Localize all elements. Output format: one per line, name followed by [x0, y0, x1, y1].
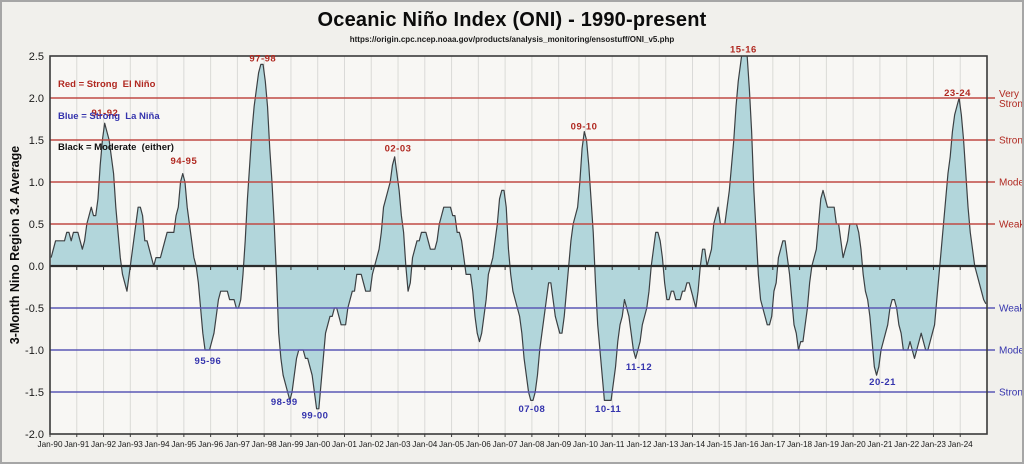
y-tick-label: 1.0 [29, 177, 44, 189]
event-annotation: 09-10 [571, 122, 598, 133]
chart-subtitle-url: https://origin.cpc.ncep.noaa.gov/product… [349, 35, 675, 44]
legend-el-nino: Red = Strong El Niño [58, 79, 156, 90]
x-tick-label: Jan-04 [412, 440, 437, 449]
x-tick-label: Jan-22 [894, 440, 919, 449]
x-tick-label: Jan-01 [332, 440, 357, 449]
y-tick-label: -0.5 [25, 303, 44, 315]
x-tick-label: Jan-18 [787, 440, 812, 449]
event-annotation: 11-12 [626, 362, 652, 373]
x-tick-label: Jan-20 [841, 440, 866, 449]
right-label: VeryStrong [999, 89, 1024, 110]
x-tick-label: Jan-93 [118, 440, 143, 449]
x-tick-label: Jan-07 [493, 440, 518, 449]
event-annotation: 23-24 [944, 88, 971, 99]
y-tick-label: 2.0 [29, 93, 44, 105]
x-tick-label: Jan-09 [546, 440, 571, 449]
plot-frame [49, 55, 988, 435]
x-tick-label: Jan-23 [921, 440, 946, 449]
x-tick-label: Jan-10 [573, 440, 598, 449]
x-tick-label: Jan-95 [171, 440, 196, 449]
y-tick-label: -2.0 [25, 429, 44, 441]
x-tick-label: Jan-99 [278, 440, 303, 449]
right-label: Strong [999, 388, 1024, 399]
legend-la-nina: Blue = Strong La Niña [58, 110, 160, 122]
x-tick-label: Jan-11 [600, 440, 625, 449]
x-tick-label: Jan-91 [64, 440, 89, 449]
x-tick-label: Jan-05 [439, 440, 464, 449]
event-annotation: 02-03 [385, 143, 412, 154]
x-tick-label: Jan-21 [867, 440, 892, 449]
x-tick-label: Jan-03 [386, 440, 411, 449]
legend-moderate: Black = Moderate (either) [58, 142, 174, 153]
event-annotation: 95-96 [195, 356, 222, 367]
right-label: Weak [999, 220, 1024, 231]
right-label: Moderate [999, 346, 1024, 357]
y-tick-label: 0.5 [29, 219, 44, 231]
x-tick-label: Jan-96 [198, 440, 223, 449]
event-annotation: 10-11 [595, 404, 621, 415]
right-label: Strong [999, 136, 1024, 147]
legend: Red = Strong El Niño Blue = Strong La Ni… [58, 59, 174, 175]
right-label: Moderate [999, 178, 1024, 189]
event-annotation: 99-00 [302, 411, 329, 422]
event-annotation: 20-21 [869, 377, 896, 388]
x-tick-label: Jan-13 [653, 440, 678, 449]
x-tick-label: Jan-00 [305, 440, 330, 449]
y-tick-label: -1.5 [25, 387, 44, 399]
x-tick-label: Jan-19 [814, 440, 839, 449]
chart-title: Oceanic Niño Index (ONI) - 1990-present [317, 9, 707, 31]
x-tick-label: Jan-98 [252, 440, 277, 449]
event-annotation: 98-99 [271, 397, 298, 408]
x-tick-label: Jan-12 [626, 440, 651, 449]
y-tick-label: 1.5 [29, 135, 44, 147]
event-annotation: 94-95 [170, 156, 197, 167]
y-tick-label: -1.0 [25, 345, 44, 357]
x-tick-label: Jan-15 [707, 440, 732, 449]
x-tick-label: Jan-08 [519, 440, 544, 449]
x-tick-label: Jan-97 [225, 440, 250, 449]
x-tick-label: Jan-90 [37, 440, 62, 449]
x-tick-label: Jan-92 [91, 440, 116, 449]
event-annotation: 91-92 [91, 108, 118, 119]
x-tick-label: Jan-02 [359, 440, 384, 449]
x-tick-label: Jan-14 [680, 440, 705, 449]
x-tick-label: Jan-06 [466, 440, 491, 449]
oni-area-fill [51, 56, 986, 409]
x-tick-label: Jan-94 [145, 440, 170, 449]
x-tick-label: Jan-24 [948, 440, 973, 449]
right-label: Weak [999, 304, 1024, 315]
event-annotation: 15-16 [730, 44, 757, 55]
event-annotation: 07-08 [518, 404, 545, 415]
y-tick-label: 2.5 [29, 51, 44, 63]
y-tick-label: 0.0 [29, 261, 44, 273]
x-tick-label: Jan-17 [760, 440, 785, 449]
x-tick-label: Jan-16 [734, 440, 759, 449]
event-annotation: 97-98 [249, 54, 276, 65]
